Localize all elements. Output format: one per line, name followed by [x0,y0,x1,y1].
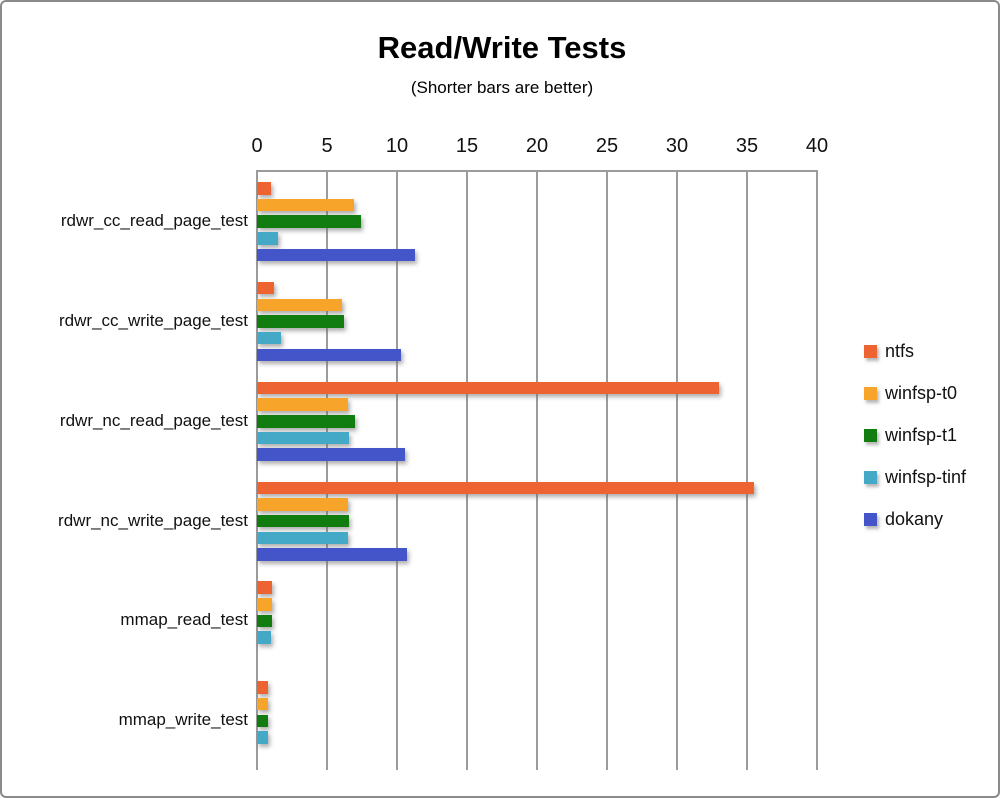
bar-winfsp-t0 [257,598,273,611]
category-label: rdwr_nc_read_page_test [59,410,248,430]
x-axis-tick-label: 40 [805,135,829,157]
bar-winfsp-tinf [257,631,271,644]
bar-winfsp-t0 [257,697,269,711]
legend-label: winfsp-t1 [885,424,958,445]
bar-ntfs [257,381,719,395]
x-axis-tick-label: 5 [321,135,333,157]
x-axis-tick-label: 10 [385,135,409,157]
bar-winfsp-t0 [257,498,348,511]
legend-swatch-icon [864,344,877,358]
legend-item-winfsp-t1: winfsp-t1 [864,424,966,446]
legend-swatch-icon [864,386,877,400]
gridline [746,171,748,770]
category-label: rdwr_cc_read_page_test [60,211,248,230]
bar-ntfs [257,681,269,694]
bar-winfsp-t1 [257,714,269,728]
gridline [256,171,258,770]
bar-winfsp-t0 [257,298,343,312]
x-axis-line [256,170,818,172]
gridline [536,171,538,770]
bar-winfsp-t0 [257,198,354,212]
bar-winfsp-t1 [257,215,361,228]
gridline [676,171,678,770]
legend-label: winfsp-tinf [885,466,967,487]
chart-subtitle: (Shorter bars are better) [410,78,594,97]
legend: ntfs winfsp-t0 winfsp-t1 winfsp-tinf dokany [864,340,966,530]
category-label: mmap_read_test [120,610,248,630]
gridline [816,171,818,770]
bar-ntfs [257,182,271,195]
x-axis-tick-label: 35 [735,135,759,157]
bar-winfsp-t1 [257,415,355,428]
bar-winfsp-tinf [257,331,281,345]
x-axis-tick-label: 15 [455,135,479,157]
bar-winfsp-tinf [257,431,350,445]
category-label: rdwr_cc_write_page_test [59,310,248,330]
legend-item-dokany: dokany [864,508,966,530]
bar-ntfs [257,581,273,594]
bar-winfsp-tinf [257,232,278,245]
bar-winfsp-t1 [257,614,273,628]
bar-winfsp-t1 [257,315,344,328]
bar-dokany [257,248,416,262]
legend-swatch-icon [864,470,877,484]
legend-label: ntfs [885,340,915,361]
bar-ntfs [257,481,754,494]
bar-winfsp-t1 [257,514,350,528]
gridline [466,171,468,770]
bar-winfsp-tinf [257,531,348,545]
legend-label: winfsp-t0 [885,382,958,403]
legend-item-ntfs: ntfs [864,340,966,362]
bar-winfsp-tinf [257,731,269,744]
legend-item-winfsp-t0: winfsp-t0 [864,382,966,404]
bar-dokany [257,348,402,362]
bar-ntfs [257,281,274,295]
chart-title: Read/Write Tests [377,30,627,65]
category-label: mmap_write_test [118,710,248,730]
x-axis-tick-label: 20 [525,135,549,157]
gridline [396,171,398,770]
legend-swatch-icon [864,428,877,442]
bar-winfsp-t0 [257,398,348,411]
bar-dokany [257,548,407,561]
gridline [606,171,608,770]
category-label: rdwr_nc_write_page_test [58,510,248,530]
x-axis-tick-label: 25 [595,135,619,157]
legend-item-winfsp-tinf: winfsp-tinf [864,466,966,488]
gridline [326,171,328,770]
x-axis-tick-label: 30 [665,135,689,157]
bar-dokany [257,448,406,461]
legend-swatch-icon [864,512,877,526]
x-axis-tick-label: 0 [251,135,263,157]
legend-label: dokany [885,508,944,529]
